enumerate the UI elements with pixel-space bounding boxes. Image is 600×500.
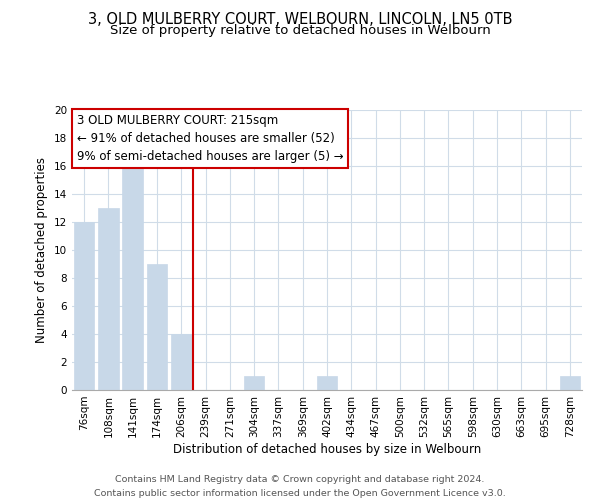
Text: Contains HM Land Registry data © Crown copyright and database right 2024.
Contai: Contains HM Land Registry data © Crown c… (94, 476, 506, 498)
Y-axis label: Number of detached properties: Number of detached properties (35, 157, 49, 343)
Text: 3, OLD MULBERRY COURT, WELBOURN, LINCOLN, LN5 0TB: 3, OLD MULBERRY COURT, WELBOURN, LINCOLN… (88, 12, 512, 28)
Bar (98, 208, 119, 390)
Text: Size of property relative to detached houses in Welbourn: Size of property relative to detached ho… (110, 24, 490, 37)
Text: 3 OLD MULBERRY COURT: 215sqm
← 91% of detached houses are smaller (52)
9% of sem: 3 OLD MULBERRY COURT: 215sqm ← 91% of de… (77, 114, 344, 163)
Bar (244, 376, 265, 390)
Bar (122, 166, 143, 390)
Bar (146, 264, 167, 390)
Bar (74, 222, 94, 390)
X-axis label: Distribution of detached houses by size in Welbourn: Distribution of detached houses by size … (173, 442, 481, 456)
Bar (171, 334, 191, 390)
Bar (317, 376, 337, 390)
Bar (560, 376, 580, 390)
